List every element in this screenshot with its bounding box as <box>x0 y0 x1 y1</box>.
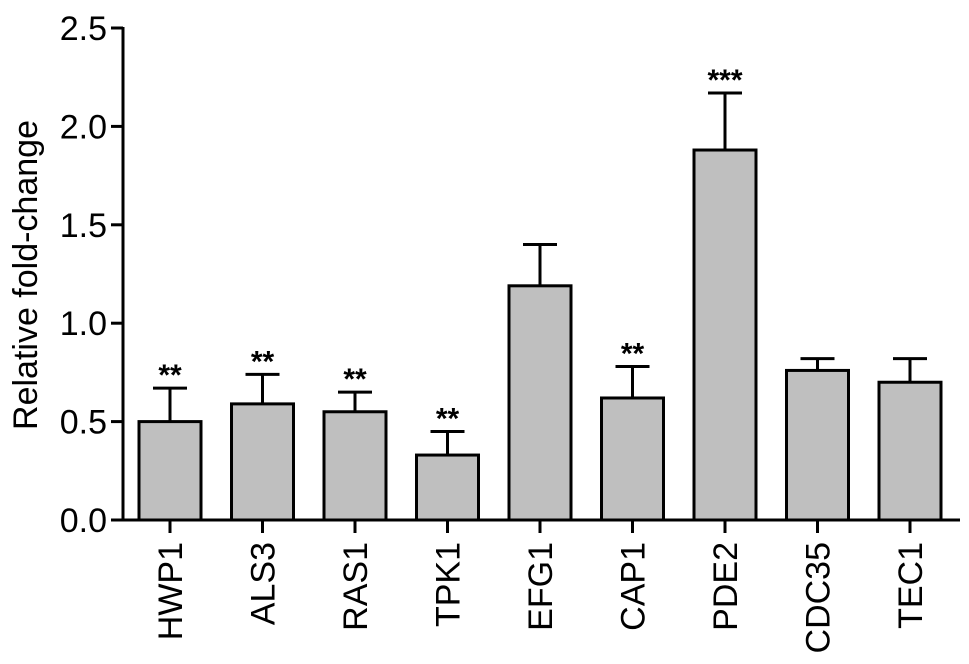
significance-group: ** *********** <box>158 64 743 435</box>
bar-pde2 <box>692 148 758 522</box>
category-label: PDE2 <box>707 542 745 631</box>
category-label: TPK1 <box>430 542 468 627</box>
significance-label: ** <box>621 337 645 370</box>
bar-als3 <box>230 402 295 522</box>
category-label: EFG1 <box>522 542 560 631</box>
bars-group <box>137 148 943 522</box>
category-label: RAS1 <box>337 542 375 631</box>
y-tick-label: 2.0 <box>60 108 107 146</box>
y-tick-label: 1.5 <box>60 207 107 245</box>
y-tick-label: 0.5 <box>60 404 107 442</box>
bar-cdc35 <box>785 368 850 522</box>
y-tick-label: 1.0 <box>60 305 107 343</box>
bar-tpk1 <box>415 453 480 522</box>
bar-hwp1 <box>137 420 203 522</box>
bar-efg1 <box>507 284 573 522</box>
y-tick-label: 0.0 <box>60 502 107 540</box>
significance-label: *** <box>707 64 742 97</box>
y-tick-label: 2.5 <box>60 10 107 48</box>
y-axis: 0.0 0.5 1.0 1.5 2.0 2.5 <box>60 10 125 540</box>
significance-label: ** <box>251 345 275 378</box>
category-label: ALS3 <box>245 542 283 625</box>
category-label: CDC35 <box>800 542 838 653</box>
y-axis-title: Relative fold-change <box>7 120 45 430</box>
category-label: TEC1 <box>892 542 930 629</box>
bar-tec1 <box>877 380 943 522</box>
significance-label: ** <box>436 402 460 435</box>
significance-label: ** <box>343 363 367 396</box>
bar-cap1 <box>600 396 665 522</box>
category-label: CAP1 <box>615 542 653 631</box>
x-axis: HWP1 ALS3 RAS1 TPK1 EFG1 CAP1 PDE2 CDC35 TEC1 <box>123 518 960 653</box>
bar-ras1 <box>322 410 388 522</box>
category-label: HWP1 <box>152 542 190 640</box>
significance-label: ** <box>158 359 182 392</box>
error-bars-group <box>153 91 927 456</box>
